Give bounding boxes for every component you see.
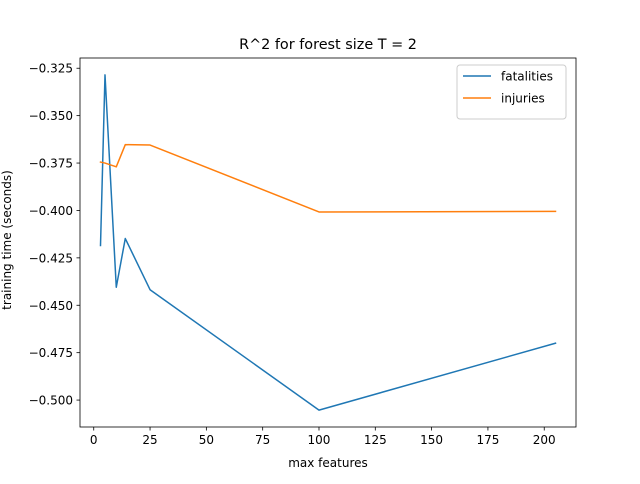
x-tick-label: 100 xyxy=(308,433,331,447)
x-axis-label: max features xyxy=(288,456,368,470)
legend: fatalities injuries xyxy=(456,64,567,120)
x-tick-label: 75 xyxy=(255,433,270,447)
x-tick-label: 150 xyxy=(420,433,443,447)
y-tick-label: −0.400 xyxy=(29,204,73,218)
x-tick-label: 0 xyxy=(90,433,98,447)
x-tick-label: 125 xyxy=(364,433,387,447)
series-line-fatalities xyxy=(99,74,557,411)
y-tick-label: −0.375 xyxy=(29,157,73,171)
y-tick-label: −0.350 xyxy=(29,109,73,123)
y-tick-label: −0.325 xyxy=(29,62,73,76)
legend-box xyxy=(456,64,567,120)
series-line-injuries xyxy=(99,143,557,213)
y-tick-label: −0.450 xyxy=(29,299,73,313)
legend-label-injuries: injuries xyxy=(501,92,545,106)
y-tick-label: −0.475 xyxy=(29,346,73,360)
chart-title: R^2 for forest size T = 2 xyxy=(239,37,417,53)
x-tick-label: 25 xyxy=(142,433,157,447)
y-axis-label: training time (seconds) xyxy=(0,170,14,310)
plot-area: 0 25 50 75 100 125 150 175 200 −0.325 −0.350 −0.375… xyxy=(29,57,577,447)
y-tick-label: −0.500 xyxy=(29,394,73,408)
legend-label-fatalities: fatalities xyxy=(501,70,553,84)
axes-frame xyxy=(79,57,577,428)
y-tick-label: −0.425 xyxy=(29,251,73,265)
x-tick-label: 200 xyxy=(533,433,556,447)
x-tick-label: 50 xyxy=(199,433,214,447)
x-tick-label: 175 xyxy=(476,433,499,447)
